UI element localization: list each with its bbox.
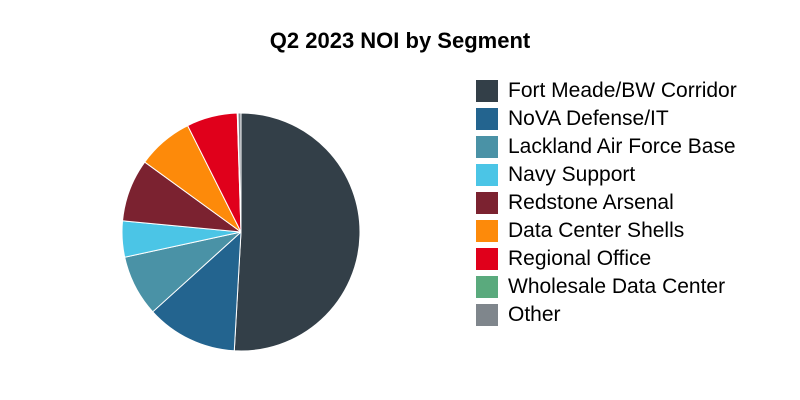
legend-swatch (476, 276, 498, 298)
legend-swatch (476, 108, 498, 130)
legend-label: NoVA Defense/IT (508, 107, 669, 130)
legend-item-wholesale: Wholesale Data Center (476, 273, 737, 301)
legend-label: Wholesale Data Center (508, 275, 726, 298)
legend-swatch (476, 220, 498, 242)
legend-label: Navy Support (508, 163, 636, 186)
legend-item-other: Other (476, 301, 737, 329)
legend-item-fort-meade: Fort Meade/BW Corridor (476, 77, 737, 105)
legend-label: Redstone Arsenal (508, 191, 674, 214)
legend-swatch (476, 304, 498, 326)
legend-label: Fort Meade/BW Corridor (508, 79, 737, 102)
legend-label: Lackland Air Force Base (508, 135, 736, 158)
pie-slice-8 (237, 112, 242, 233)
legend-item-lackland: Lackland Air Force Base (476, 133, 737, 161)
pie-slice-1 (152, 231, 242, 352)
legend-item-data-center-shells: Data Center Shells (476, 217, 737, 245)
legend-item-redstone: Redstone Arsenal (476, 189, 737, 217)
legend-swatch (476, 136, 498, 158)
legend-swatch (476, 248, 498, 270)
legend: Fort Meade/BW Corridor NoVA Defense/IT L… (476, 77, 737, 329)
legend-item-nova: NoVA Defense/IT (476, 105, 737, 133)
legend-label: Regional Office (508, 247, 652, 270)
legend-label: Other (508, 303, 561, 326)
legend-item-navy: Navy Support (476, 161, 737, 189)
legend-swatch (476, 80, 498, 102)
legend-swatch (476, 164, 498, 186)
legend-swatch (476, 192, 498, 214)
legend-item-regional-office: Regional Office (476, 245, 737, 273)
chart-title: Q2 2023 NOI by Segment (269, 28, 531, 53)
pie-slices (121, 112, 361, 352)
pie-slice-0 (233, 112, 361, 352)
legend-label: Data Center Shells (508, 219, 685, 242)
